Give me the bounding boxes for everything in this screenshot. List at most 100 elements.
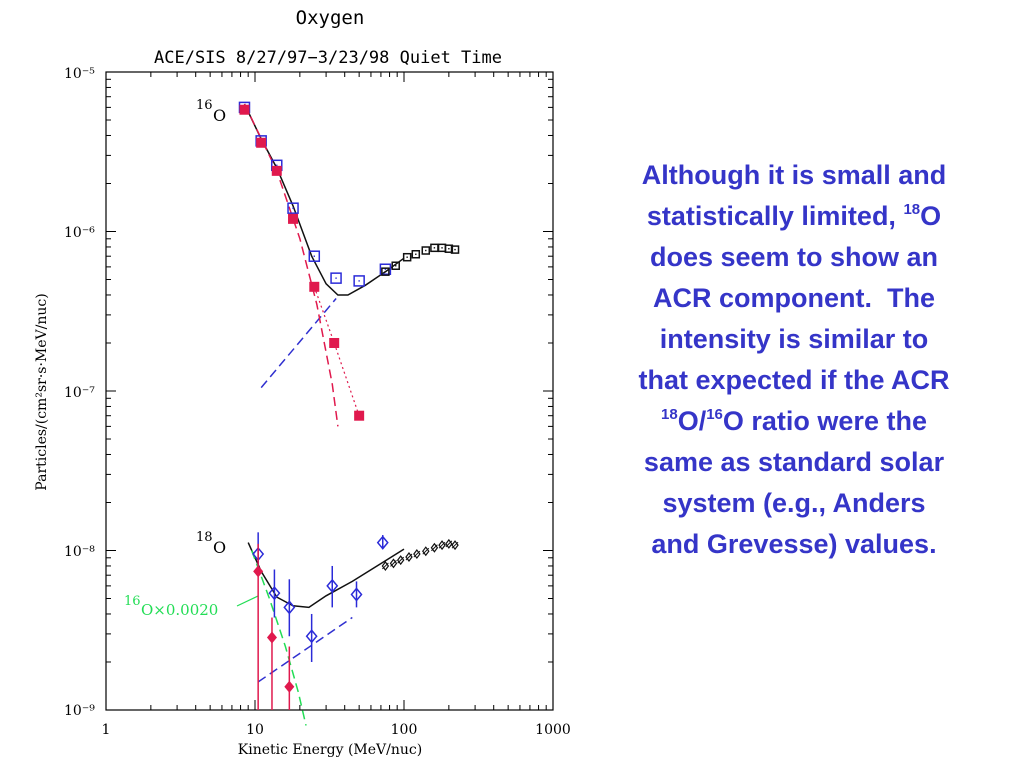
- explanation-line: that expected if the ACR: [638, 365, 950, 395]
- explanation-span: O/: [677, 406, 707, 436]
- o18-label-mass: 18: [196, 530, 213, 545]
- o18-total-curve: [247, 542, 405, 609]
- o16-scaled-label: 16 O×0.0020: [124, 594, 218, 619]
- explanation-line: 18O/16O ratio were the: [584, 401, 1004, 442]
- o16-scaled-label-factor: O×0.0020: [141, 601, 218, 619]
- o18-open-diamond: [326, 578, 339, 594]
- o18-open-diamond: [376, 535, 389, 550]
- o16-scaled-label-mass: 16: [124, 594, 141, 609]
- explanation-line: statistically limited, 18O: [584, 196, 1004, 237]
- o16-filled-square: [239, 104, 250, 115]
- o16-black-square-dot: [448, 248, 450, 250]
- o18-black-diamond-bar: [390, 560, 397, 567]
- model-curves: [236, 103, 405, 726]
- o16-filled-dotted-line: [313, 286, 360, 416]
- o16-filled-square: [288, 213, 299, 224]
- o16-black-square-dot: [384, 270, 387, 273]
- o18-filled-diamond: [253, 565, 264, 578]
- explanation-text: Although it is small and statistically l…: [584, 155, 1004, 565]
- x-tick-label: 1000: [535, 722, 571, 738]
- o18-label: 18 O: [196, 530, 226, 557]
- o16-filled-square: [271, 165, 282, 176]
- x-tick-label: 1: [102, 722, 111, 738]
- y-tick-label: 10⁻⁹: [64, 703, 95, 719]
- o18-filled-diamond: [266, 631, 277, 644]
- o18-black-diamond-bar: [397, 556, 405, 564]
- o18-black-diamond-bar: [451, 541, 459, 549]
- o18-filled-diamond: [284, 680, 295, 693]
- o16-total-curve: [243, 103, 405, 296]
- o16-label-mass: 16: [196, 98, 213, 113]
- o16-scaled-dashed-line: [250, 550, 307, 726]
- o16-open-square: [379, 263, 392, 275]
- x-tick-label: 100: [391, 722, 418, 738]
- o16-black-square: [421, 246, 431, 255]
- o16-open-square-dot: [335, 277, 337, 279]
- y-tick-label: 10⁻⁵: [64, 66, 95, 82]
- o18-black-diamond-bar: [438, 541, 446, 549]
- o16-label-element: O: [213, 106, 226, 125]
- y-tick-label: 10⁻⁷: [64, 385, 95, 401]
- chart-title: Oxygen: [296, 7, 365, 29]
- o16-open-square-dot: [358, 280, 360, 282]
- o18-black-diamond-bar: [405, 553, 413, 561]
- o16-open-square-dot: [313, 255, 315, 257]
- o16-black-square-dot: [406, 256, 408, 258]
- o16-black-square-dot: [415, 253, 417, 255]
- o16-open-square: [330, 272, 342, 284]
- o18-acr-dashed-line: [257, 616, 353, 683]
- explanation-line: Although it is small and: [641, 160, 947, 190]
- explanation-line: intensity is similar to: [659, 324, 929, 354]
- o18-black-diamond-bar: [431, 544, 438, 552]
- oxygen-spectrum-chart: Oxygen ACE/SIS 8/27/97−3/23/98 Quiet Tim…: [34, 7, 571, 758]
- x-axis-label: Kinetic Energy (MeV/nuc): [238, 742, 422, 758]
- explanation-span: O: [920, 201, 942, 231]
- data-points: [238, 101, 460, 710]
- explanation-line: system (e.g., Anders: [662, 488, 926, 518]
- explanation-line: ACR component. The: [653, 283, 935, 313]
- o18-black-diamond-bar: [422, 547, 430, 555]
- explanation-span: O ratio were the: [722, 406, 927, 436]
- y-tick-label: 10⁻⁸: [64, 544, 95, 560]
- y-tick-label: 10⁻⁶: [64, 225, 95, 241]
- isotope-superscript: 18: [661, 406, 678, 423]
- explanation-line: and Grevesse) values.: [651, 529, 937, 559]
- explanation-line: same as standard solar: [643, 447, 945, 477]
- explanation-line: does seem to show an: [649, 242, 939, 272]
- o16-open-square-dot: [292, 207, 294, 209]
- o16-black-square-dot: [433, 247, 436, 249]
- o16-filled-square: [309, 281, 320, 292]
- isotope-superscript: 18: [903, 201, 921, 218]
- o18-black-diamond-bar: [382, 562, 389, 570]
- o16-black-square-dot: [425, 249, 427, 252]
- o16-filled-square: [354, 410, 365, 421]
- o18-black-diamond-bar: [445, 540, 453, 548]
- chart-subtitle: ACE/SIS 8/27/97−3/23/98 Quiet Time: [154, 48, 502, 68]
- o16-black-square: [381, 267, 390, 276]
- o16-black-square: [391, 261, 400, 270]
- o16-open-square-dot: [276, 164, 278, 167]
- o18-open-diamond: [268, 586, 281, 601]
- o18-label-element: O: [213, 538, 226, 557]
- o16-open-square: [308, 250, 321, 262]
- o16-acr-dashed-line: [260, 298, 337, 389]
- o16-open-square: [353, 275, 365, 287]
- o16-label: 16 O: [196, 98, 226, 125]
- o18-open-diamond: [305, 629, 318, 644]
- isotope-superscript: 16: [706, 406, 723, 423]
- o16-gcr-dashed-line: [243, 103, 339, 427]
- o16-black-square-dot: [441, 247, 443, 249]
- y-axis-label: Particles/(cm²sr·s·MeV/nuc): [34, 293, 50, 490]
- o16-open-square: [287, 202, 299, 214]
- o16-black-square-dot: [395, 265, 397, 267]
- o16-black-square: [411, 250, 421, 259]
- x-tick-label: 10: [246, 722, 264, 738]
- y-tick-labels: 10⁻⁹ 10⁻⁸ 10⁻⁷ 10⁻⁶ 10⁻⁵: [64, 66, 95, 719]
- x-tick-labels: 1 10 100 1000: [102, 722, 571, 738]
- explanation-span: statistically limited,: [646, 201, 896, 231]
- o16-black-square: [450, 245, 460, 254]
- o16-black-square: [444, 244, 454, 253]
- o18-black-diamond-bar: [413, 550, 421, 558]
- o16-scaled-label-leader: [236, 595, 259, 607]
- o18-open-diamond: [283, 600, 296, 615]
